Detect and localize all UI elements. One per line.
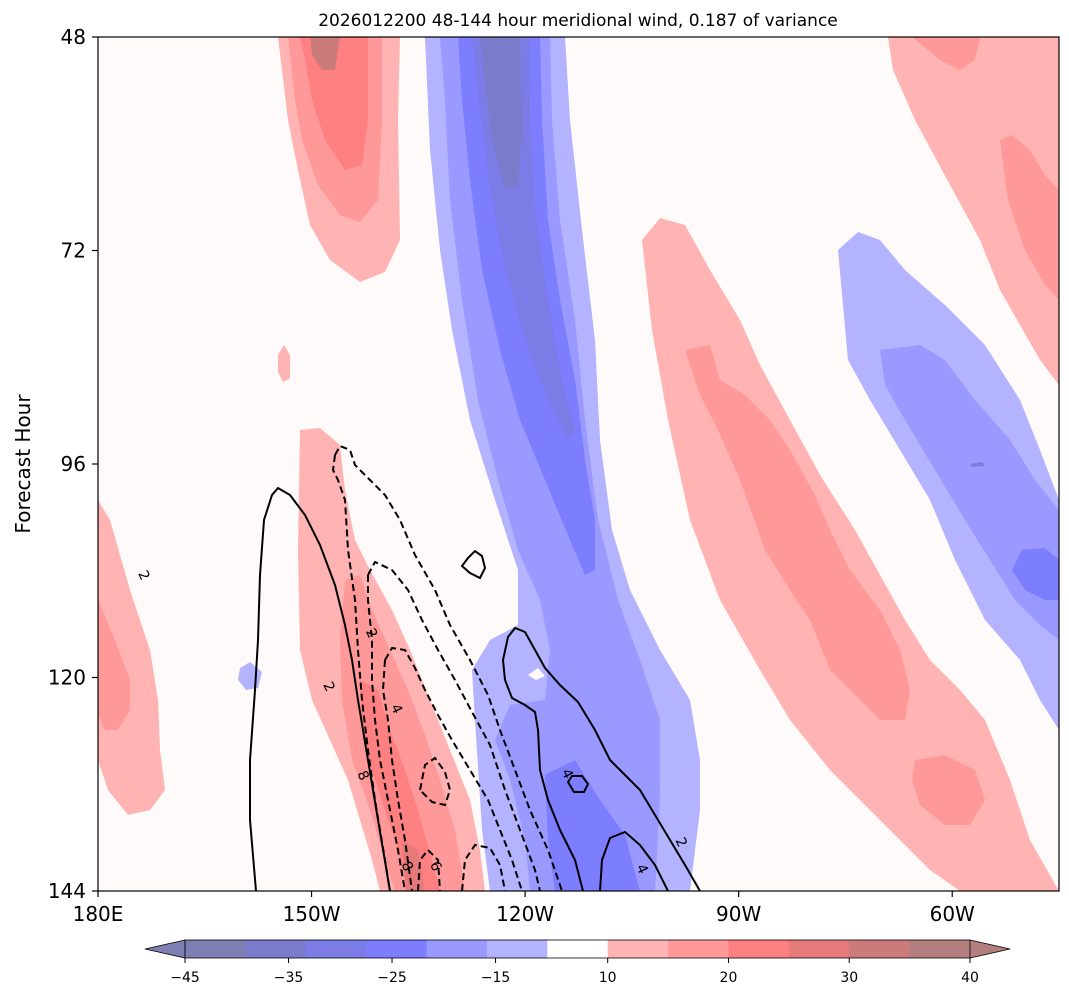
colorbar-swatch: [668, 940, 729, 958]
colorbar-tick-label: 10: [599, 970, 617, 986]
chart-title: 2026012200 48-144 hour meridional wind, …: [318, 11, 838, 31]
positive-anomaly-region: [98, 500, 165, 815]
y-tick-label: 120: [48, 666, 86, 690]
solid-contour-line: [460, 549, 487, 580]
positive-anomaly-region: [300, 37, 368, 170]
neutral-region: [528, 668, 545, 680]
solid-contour-line: [504, 679, 584, 891]
positive-anomaly-region: [888, 37, 1059, 385]
y-axis-label: Forecast Hour: [11, 394, 35, 534]
negative-anomaly-region: [1012, 548, 1059, 600]
positive-anomaly-region: [360, 680, 440, 891]
colorbar-tick-label: −35: [274, 970, 304, 986]
positive-anomaly-region: [1000, 135, 1059, 300]
y-tick-label: 144: [48, 879, 86, 903]
positive-anomaly-region: [98, 600, 130, 730]
colorbar-swatch: [547, 940, 609, 958]
y-tick-label: 48: [61, 25, 86, 49]
colorbar-tick-label: −15: [481, 970, 511, 986]
positive-anomaly-region: [912, 755, 985, 825]
colorbar-swatch: [366, 940, 428, 958]
x-tick-label: 180E: [73, 902, 124, 926]
y-tick-label: 72: [61, 239, 86, 263]
dashed-contour-line: [334, 444, 563, 891]
dashed-contour-line: [367, 560, 541, 891]
positive-anomaly-region: [912, 37, 980, 70]
colorbar-swatch: [607, 940, 669, 958]
dashed-contour-line: [384, 646, 523, 891]
colorbar-swatch: [305, 940, 367, 958]
line-contours: [249, 444, 701, 891]
negative-anomaly-region: [545, 760, 640, 891]
colorbar-swatch: [426, 940, 488, 958]
x-axis: 180E 150W 120W 90W 60W: [73, 891, 975, 926]
colorbar: −45 −35 −25 −15 10 20 30 40: [144, 939, 1011, 986]
y-axis: 48 72 96 120 144: [48, 25, 98, 903]
negative-anomaly-region: [480, 37, 522, 190]
solid-contour-line: [249, 486, 391, 891]
positive-anomaly-region: [310, 37, 340, 70]
positive-anomaly-region: [642, 218, 1059, 891]
positive-anomaly-region: [278, 345, 290, 382]
colorbar-tick-label: 20: [720, 970, 738, 986]
x-tick-label: 90W: [716, 902, 761, 926]
solid-contour-line: [501, 626, 701, 891]
dashed-contour-line: [367, 575, 406, 891]
dashed-contour-line: [331, 454, 391, 891]
dashed-contour-line: [461, 843, 506, 891]
colorbar-tick-label: 40: [961, 970, 979, 986]
dashed-contour-line: [417, 848, 441, 891]
colorbar-tick-label: −45: [170, 970, 200, 986]
x-tick-label: 120W: [496, 902, 554, 926]
colorbar-swatch: [849, 940, 911, 958]
colorbar-extend-low: [144, 939, 186, 959]
colorbar-tick-label: −25: [377, 970, 407, 986]
y-tick-label: 96: [61, 452, 86, 476]
colorbar-swatch: [185, 940, 246, 958]
negative-anomaly-region: [970, 462, 985, 467]
colorbar-swatch: [728, 940, 790, 958]
solid-contour-line: [566, 775, 590, 793]
dashed-contour-line: [418, 756, 452, 807]
x-tick-label: 150W: [283, 902, 341, 926]
x-tick-label: 60W: [930, 902, 975, 926]
colorbar-extend-high: [969, 939, 1011, 959]
colorbar-swatch: [486, 940, 548, 958]
colorbar-frame: [184, 939, 971, 959]
colorbar-swatch: [788, 940, 850, 958]
colorbar-swatch: [909, 940, 971, 958]
solid-contour-line: [599, 830, 669, 891]
colorbar-tick-label: 30: [840, 970, 858, 986]
filled-contours: [98, 37, 1059, 891]
dashed-contour-line: [381, 659, 413, 891]
colorbar-swatch: [245, 940, 307, 958]
positive-anomaly-region: [685, 345, 910, 720]
